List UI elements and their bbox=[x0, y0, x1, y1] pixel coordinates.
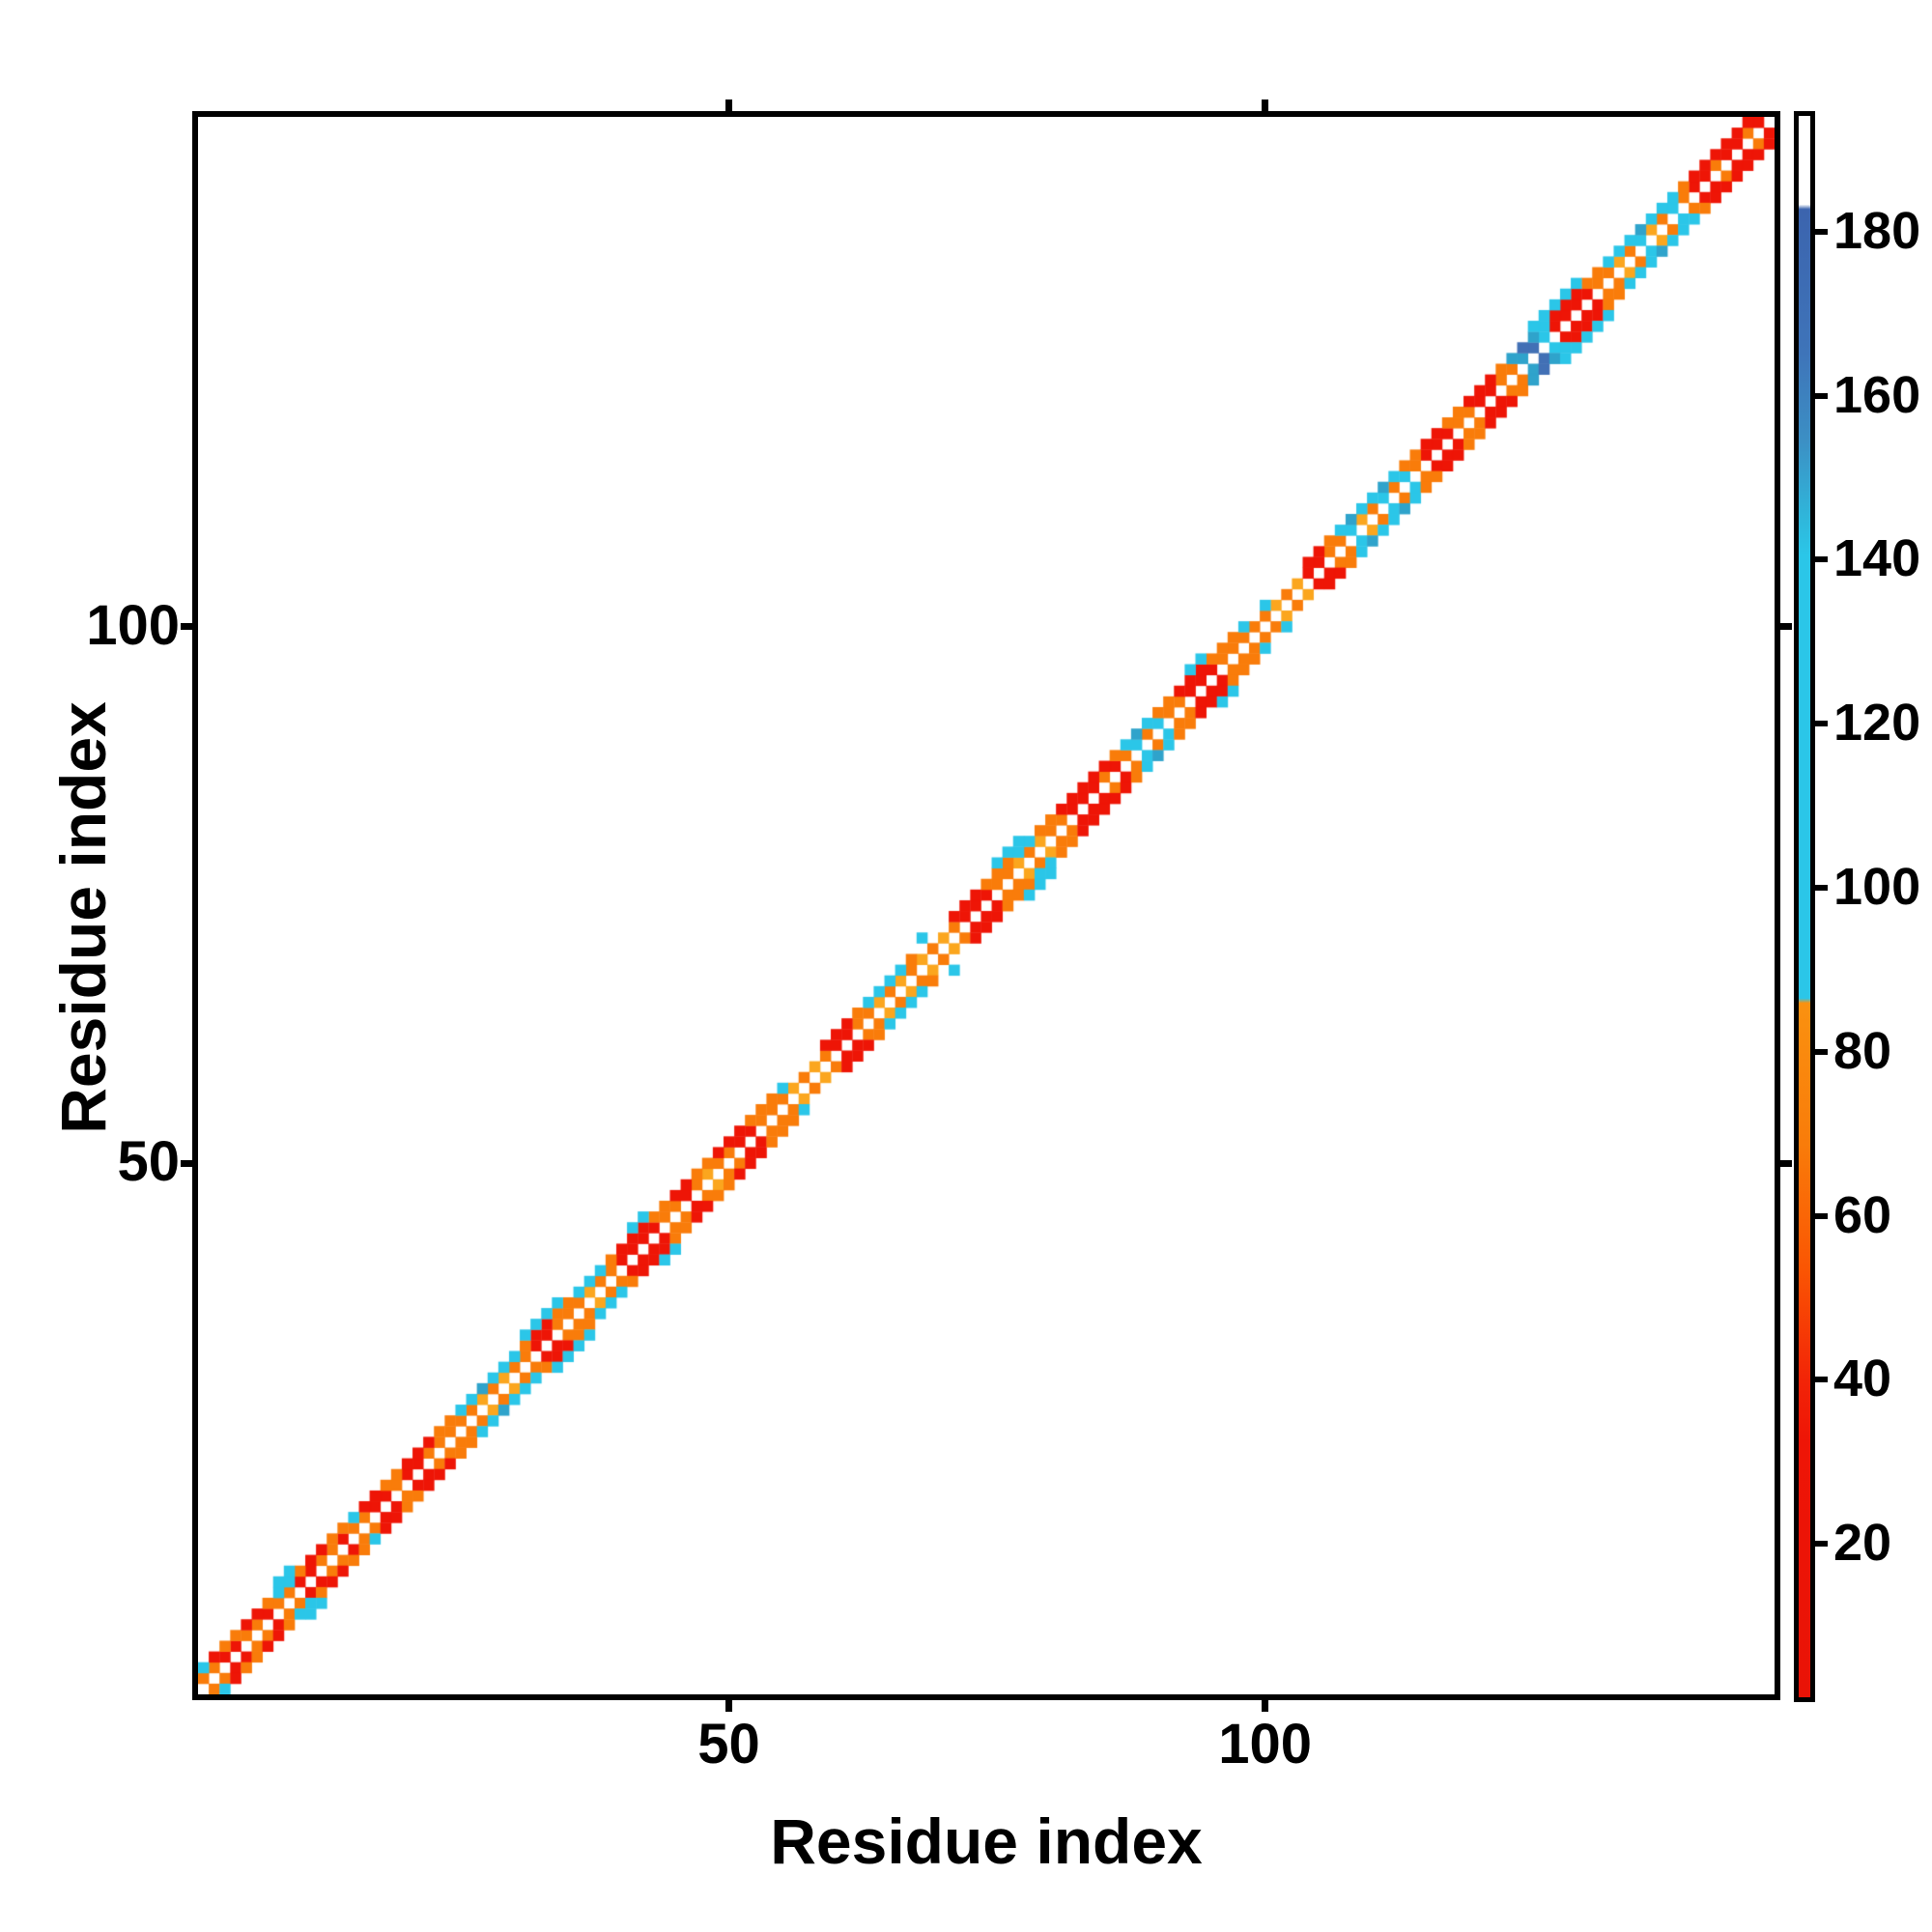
colorbar-tick-mark bbox=[1815, 884, 1828, 891]
colorbar-tick-mark bbox=[1815, 721, 1828, 727]
colorbar-tick-label: 100 bbox=[1833, 857, 1921, 916]
x-tick-mark-bottom bbox=[1262, 1700, 1269, 1712]
colorbar-tick-label: 40 bbox=[1833, 1350, 1892, 1408]
colorbar-tick-label: 60 bbox=[1833, 1185, 1892, 1244]
y-axis-label: Residue index bbox=[47, 701, 119, 1134]
y-tick-label: 50 bbox=[117, 1130, 180, 1194]
x-tick-mark-top bbox=[725, 99, 733, 111]
x-tick-label: 50 bbox=[697, 1713, 760, 1776]
x-tick-mark-bottom bbox=[725, 1700, 733, 1712]
y-tick-mark-left bbox=[181, 1159, 192, 1167]
colorbar-tick-mark bbox=[1815, 228, 1828, 235]
colorbar-tick-mark bbox=[1815, 1377, 1828, 1383]
colorbar-tick-label: 180 bbox=[1833, 201, 1921, 260]
colorbar-tick-mark bbox=[1815, 392, 1828, 399]
colorbar-tick-mark bbox=[1815, 556, 1828, 563]
y-tick-mark-right bbox=[1780, 1159, 1792, 1167]
colorbar-tick-mark bbox=[1815, 1212, 1828, 1219]
contact-map-canvas bbox=[198, 117, 1775, 1694]
colorbar-tick-label: 160 bbox=[1833, 365, 1921, 424]
y-tick-mark-right bbox=[1780, 623, 1792, 631]
y-tick-mark-left bbox=[181, 623, 192, 631]
y-tick-label: 100 bbox=[86, 593, 180, 657]
x-axis-label: Residue index bbox=[770, 1805, 1203, 1877]
colorbar-tick-label: 140 bbox=[1833, 529, 1921, 588]
x-tick-label: 100 bbox=[1218, 1713, 1313, 1776]
colorbar-gradient bbox=[1799, 116, 1810, 1697]
colorbar-tick-label: 80 bbox=[1833, 1021, 1892, 1080]
x-tick-mark-top bbox=[1262, 99, 1269, 111]
colorbar-tick-label: 120 bbox=[1833, 693, 1921, 752]
colorbar-tick-mark bbox=[1815, 1541, 1828, 1548]
colorbar-tick-mark bbox=[1815, 1048, 1828, 1055]
colorbar-tick-label: 20 bbox=[1833, 1513, 1892, 1572]
plot-area bbox=[192, 111, 1780, 1700]
colorbar bbox=[1794, 111, 1815, 1702]
